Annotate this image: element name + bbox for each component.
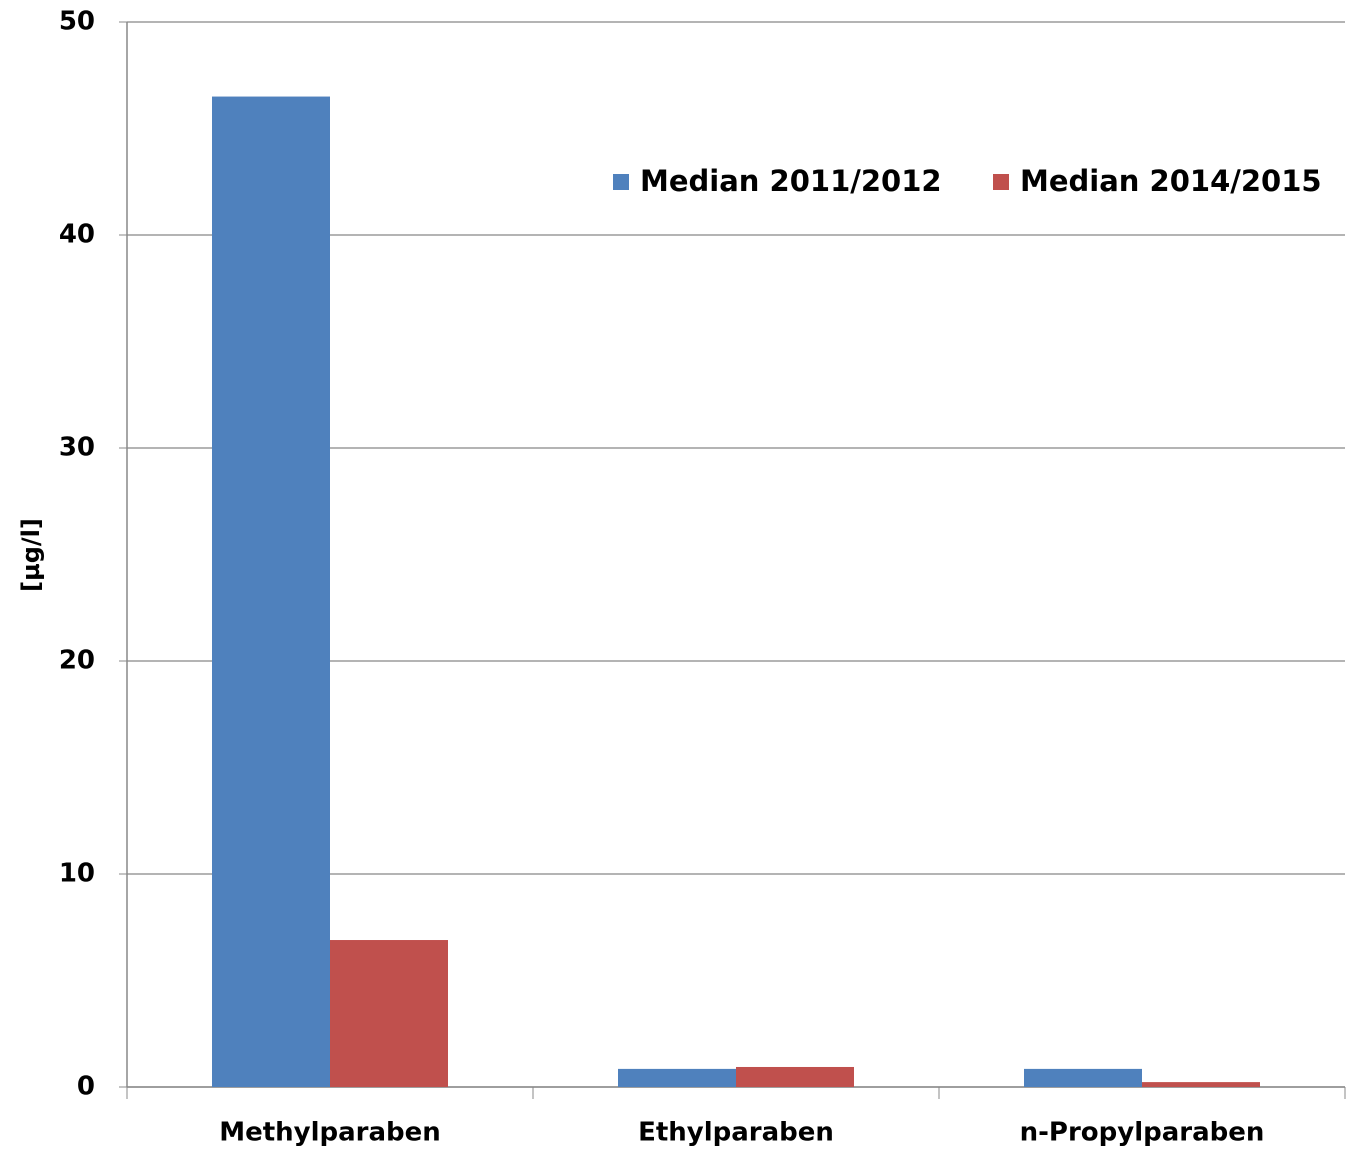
y-tick-label: 20	[59, 646, 95, 676]
y-tick-label: 40	[59, 220, 95, 250]
legend-swatch	[993, 174, 1009, 190]
y-axis-label: [µg/l]	[17, 518, 45, 592]
x-tick-label: Methylparaben	[219, 1118, 441, 1148]
bar	[1024, 1068, 1142, 1087]
x-tick-label: n-Propylparaben	[1020, 1118, 1265, 1148]
y-tick-label: 0	[77, 1072, 95, 1102]
legend-label: Median 2011/2012	[640, 164, 942, 198]
bar	[1142, 1082, 1260, 1087]
y-tick-label: 10	[59, 859, 95, 889]
y-tick-label: 30	[59, 433, 95, 463]
bar	[212, 96, 330, 1088]
legend-label: Median 2014/2015	[1020, 164, 1322, 198]
y-tick-label: 50	[59, 7, 95, 37]
x-tick-label: Ethylparaben	[638, 1118, 834, 1148]
bar	[618, 1068, 736, 1087]
bar	[736, 1066, 854, 1087]
bar	[330, 940, 448, 1087]
legend-swatch	[613, 174, 629, 190]
